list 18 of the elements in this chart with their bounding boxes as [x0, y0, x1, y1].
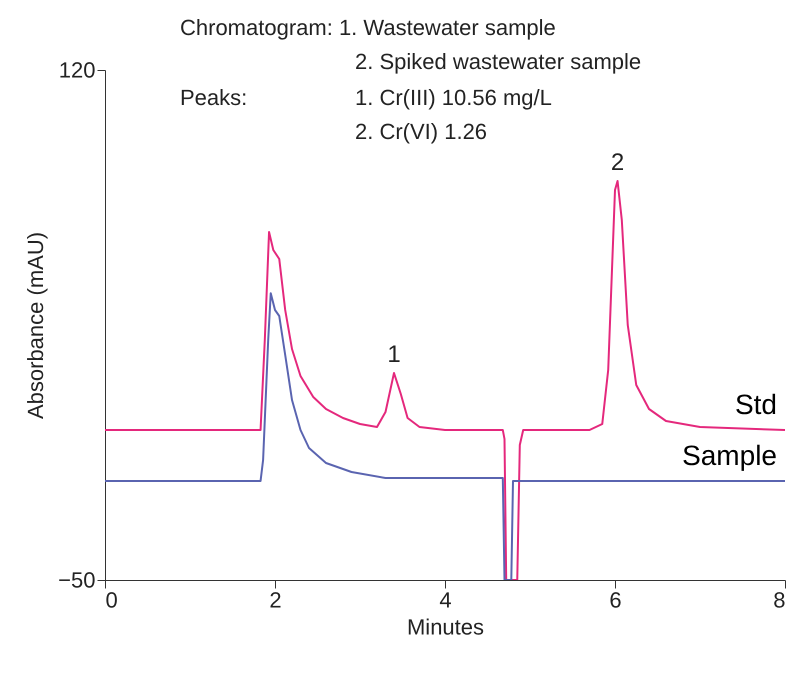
- series-label: Sample: [682, 440, 777, 471]
- x-tick-label: 0: [106, 588, 118, 612]
- y-axis-title: Absorbance (mAU): [23, 232, 48, 420]
- annotation: 2: [610, 149, 624, 176]
- annotation: 1: [387, 341, 401, 368]
- x-tick-label: 4: [439, 588, 452, 612]
- x-tick-label: 6: [609, 588, 622, 612]
- series-label: Std: [734, 389, 777, 420]
- annotation: 2. Cr(VI) 1.26: [355, 119, 488, 144]
- annotation: 2. Spiked wastewater sample: [355, 49, 642, 74]
- x-tick-label: 8: [773, 588, 786, 612]
- annotation: Peaks:: [180, 85, 248, 110]
- x-axis-title: Minutes: [406, 614, 484, 640]
- annotation: 1. Cr(III) 10.56 mg/L: [355, 85, 552, 110]
- y-tick-label: 120: [58, 58, 96, 82]
- text: Chromatogram: 1. Wastewater sample: [180, 15, 556, 40]
- x-tick-label: 2: [269, 588, 282, 612]
- y-tick-label: −50: [58, 568, 96, 592]
